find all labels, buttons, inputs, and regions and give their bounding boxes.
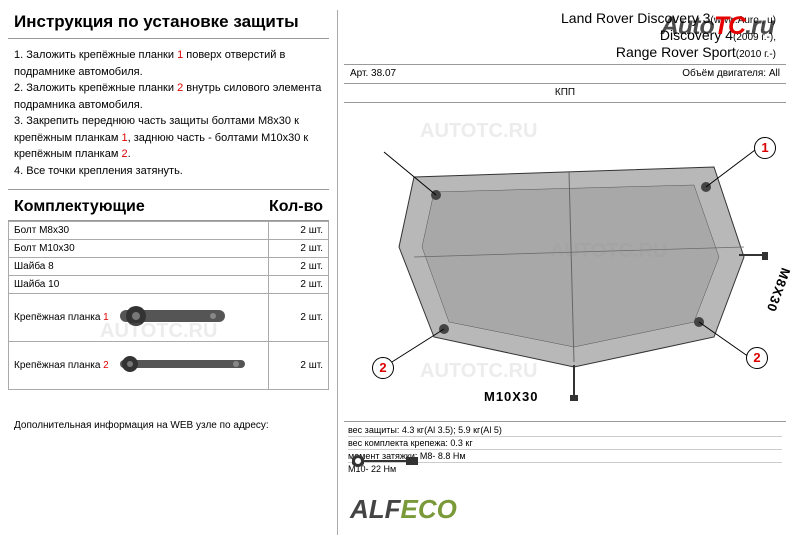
planka1-icon <box>118 301 228 334</box>
table-row: Крепёжная планка 2 2 шт. <box>9 342 329 390</box>
table-row: Болт М8х302 шт. <box>9 222 329 240</box>
callout-1: 1 <box>754 137 776 159</box>
table-row: Крепёжная планка 1 2 шт. <box>9 294 329 342</box>
callout-2: 2 <box>372 357 394 379</box>
table-row: Шайба 102 шт. <box>9 276 329 294</box>
planka2-icon <box>118 349 248 382</box>
table-row: Болт М10х302 шт. <box>9 240 329 258</box>
kpp-row: КПП <box>344 86 786 99</box>
callout-2: 2 <box>746 347 768 369</box>
wrench-icon <box>350 452 420 475</box>
meta-row: Арт. 38.07 Объём двигателя: All <box>344 67 786 80</box>
instructions-block: 1. Заложить крепёжные планки 1 поверх от… <box>8 39 329 190</box>
parts-table: Болт М8х302 шт. Болт М10х302 шт. Шайба 8… <box>8 221 329 390</box>
table-row: Шайба 82 шт. <box>9 258 329 276</box>
protection-diagram: 1 2 2 M8X30 M10X30 <box>344 107 786 417</box>
page-title: Инструкция по установке защиты <box>8 10 329 39</box>
site-stamp: AutoTC.ru <box>661 12 774 41</box>
parts-header: Комплектующие Кол-во <box>8 190 329 221</box>
bolt-m10-label: M10X30 <box>484 389 538 404</box>
alfeco-logo: ALFECO <box>350 494 457 525</box>
footer-note: Дополнительная информация на WEB узле по… <box>8 390 329 431</box>
